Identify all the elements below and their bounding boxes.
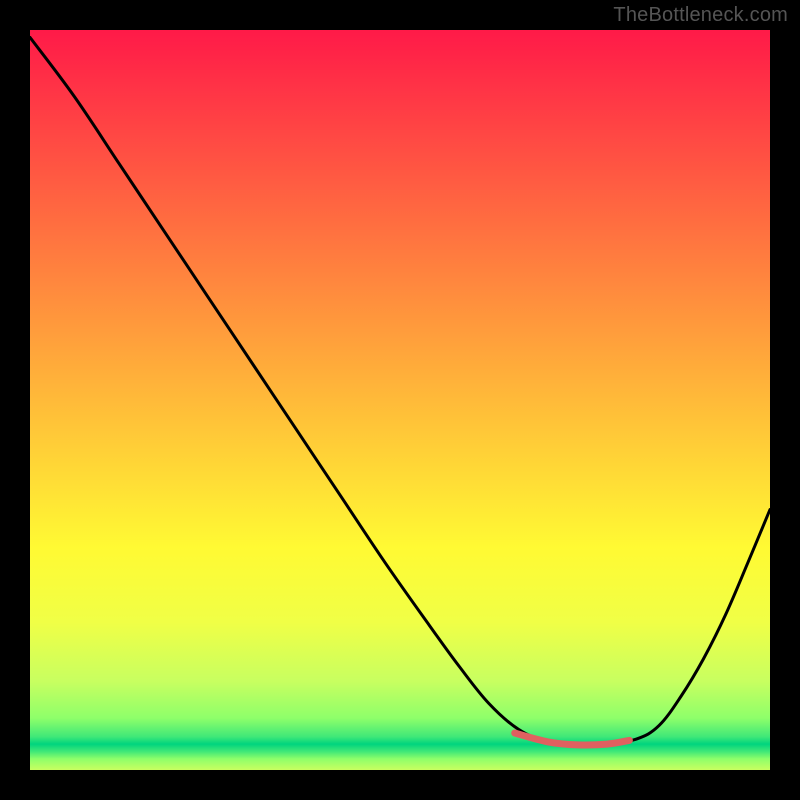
plot-area (30, 30, 770, 770)
accent-band (515, 733, 630, 745)
watermark: TheBottleneck.com (613, 4, 788, 27)
accent-layer (30, 30, 770, 770)
